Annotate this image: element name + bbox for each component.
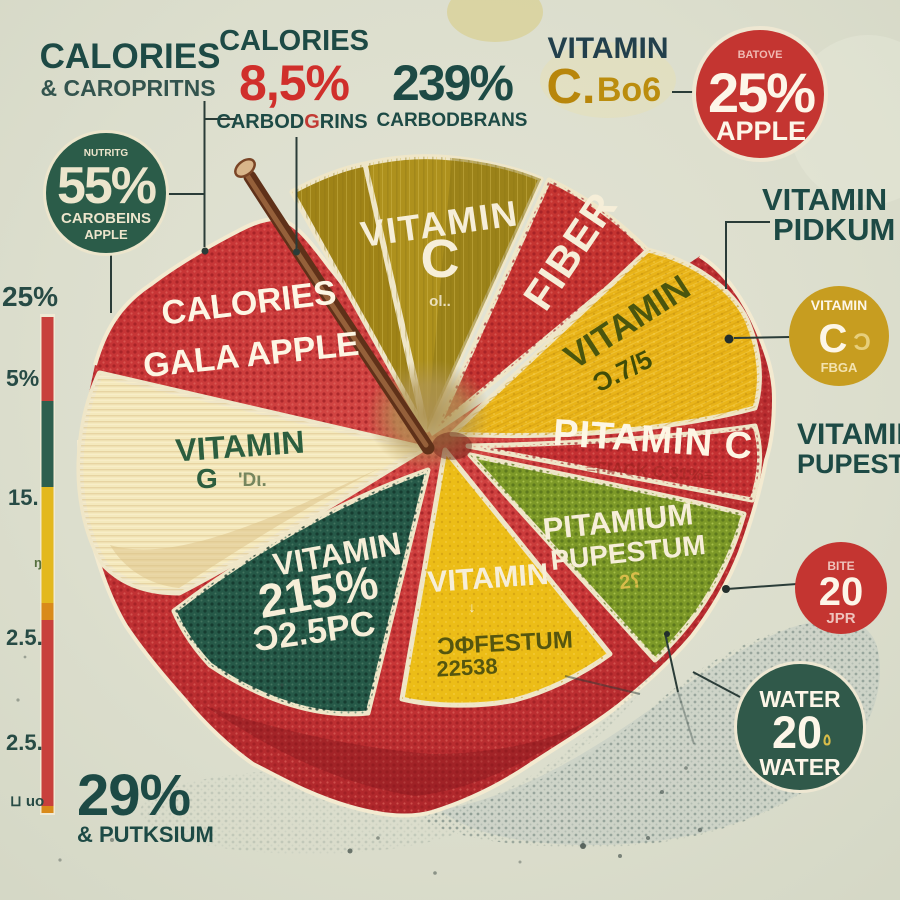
svg-text:↓: ↓ xyxy=(469,599,476,615)
svg-text:239%: 239% xyxy=(392,55,513,111)
svg-text:VITAMIN: VITAMIN xyxy=(762,182,887,217)
svg-text:VITAMIN: VITAMIN xyxy=(811,297,868,313)
svg-text:2.5.: 2.5. xyxy=(6,625,43,650)
svg-text:WATER: WATER xyxy=(759,686,841,712)
svg-text:CALORIES: CALORIES xyxy=(40,37,221,76)
svg-text:BATOVE: BATOVE xyxy=(738,49,783,61)
svg-text:25%: 25% xyxy=(708,61,815,124)
svg-text:5%: 5% xyxy=(6,365,39,391)
svg-text:CARBODBRANS: CARBODBRANS xyxy=(377,110,528,131)
svg-text:⊔ uo: ⊔ uo xyxy=(10,793,44,810)
svg-text:٥: ٥ xyxy=(823,732,832,749)
svg-text:& PUTKSIUM: & PUTKSIUM xyxy=(77,822,214,847)
svg-text:& CAROPRITNS: & CAROPRITNS xyxy=(40,75,215,101)
svg-text:2.5.: 2.5. xyxy=(6,730,43,755)
svg-text:VITAMIN: VITAMIN xyxy=(174,424,305,469)
svg-text:APPLE: APPLE xyxy=(716,116,806,146)
svg-text:ŋ: ŋ xyxy=(34,555,42,570)
svg-text:8,5%: 8,5% xyxy=(239,55,350,111)
svg-text:VITAMIN: VITAMIN xyxy=(547,32,668,65)
svg-text:APPLE: APPLE xyxy=(84,227,128,242)
svg-text:JPR: JPR xyxy=(826,610,855,627)
svg-text:Ͻ: Ͻ xyxy=(853,329,870,356)
svg-text:'Dι.: 'Dι. xyxy=(238,470,267,491)
svg-text:VITAMIN: VITAMIN xyxy=(797,418,900,451)
svg-text:PIDKUM: PIDKUM xyxy=(773,212,895,247)
svg-text:55%: 55% xyxy=(57,157,156,215)
svg-text:25%: 25% xyxy=(2,281,58,312)
svg-text:CARBODGRINS: CARBODGRINS xyxy=(216,111,367,133)
svg-text:Bo6: Bo6 xyxy=(597,71,661,109)
svg-text:C: C xyxy=(421,229,460,289)
svg-text:ol..: ol.. xyxy=(429,293,451,310)
svg-text:CALORIES: CALORIES xyxy=(219,25,369,57)
svg-text:G: G xyxy=(196,463,218,494)
svg-text:20: 20 xyxy=(819,570,864,614)
svg-text:C: C xyxy=(819,317,848,361)
svg-text:WATER: WATER xyxy=(759,754,841,780)
svg-text:20: 20 xyxy=(772,707,822,758)
svg-text:CAROBEINS: CAROBEINS xyxy=(61,210,151,227)
svg-text:15.: 15. xyxy=(8,485,39,510)
svg-text:NUTRITG: NUTRITG xyxy=(84,148,129,159)
svg-text:22538: 22538 xyxy=(436,653,498,681)
svg-text:PUPESTUM: PUPESTUM xyxy=(797,449,900,479)
svg-text:BITE: BITE xyxy=(827,559,854,573)
svg-text:FBGA: FBGA xyxy=(821,360,858,375)
svg-text:C.: C. xyxy=(547,60,596,114)
svg-text:؟2: ؟2 xyxy=(618,570,642,594)
svg-text:29%: 29% xyxy=(77,763,191,828)
